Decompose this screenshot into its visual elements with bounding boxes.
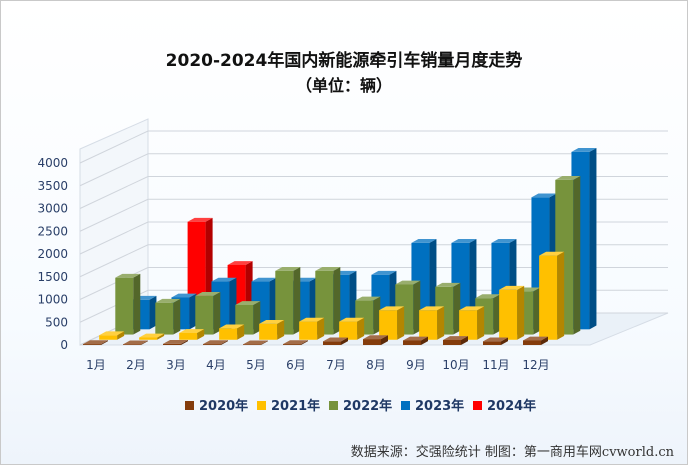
bar-2021年-4月 xyxy=(219,324,245,340)
gridline xyxy=(79,198,668,232)
legend: 2020年 2021年 2022年 2023年 2024年 xyxy=(185,398,536,414)
y-tick-label: 500 xyxy=(45,315,68,329)
gridline xyxy=(79,176,668,209)
bar-2021年-1月 xyxy=(99,331,125,340)
bar-2020年-2月 xyxy=(123,340,148,345)
bar-2020年-9月 xyxy=(403,336,428,345)
chart-title: 2020-2024年国内新能源牵引车销量月度走势 xyxy=(165,51,523,71)
bar-2022年-1月 xyxy=(115,273,141,335)
bar-2020年-11月 xyxy=(483,337,508,345)
bar-2020年-5月 xyxy=(243,340,268,345)
x-tick-label: 10月 xyxy=(442,358,469,372)
y-tick-label: 1000 xyxy=(37,293,68,307)
legend-label: 2022年 xyxy=(343,398,392,414)
y-tick-label: 3500 xyxy=(37,179,68,193)
legend-swatch xyxy=(401,401,410,410)
bar-2020年-1月 xyxy=(83,340,108,345)
bar-2022年-5月 xyxy=(275,267,301,335)
bar-2021年-2月 xyxy=(139,333,165,340)
legend-label: 2020年 xyxy=(199,398,248,414)
x-tick-label: 1月 xyxy=(86,358,106,372)
x-tick-label: 11月 xyxy=(482,358,509,372)
bar-2022年-2月 xyxy=(155,298,181,335)
bar-2022年-3月 xyxy=(195,292,221,335)
x-tick-label: 6月 xyxy=(286,358,306,372)
y-tick-label: 4000 xyxy=(37,156,68,170)
x-axis-ticks: 1月 2月 3月 4月 5月 6月 7月 8月 9月 10月 11月 12月 xyxy=(86,358,549,372)
x-tick-label: 5月 xyxy=(246,358,266,372)
x-tick-label: 7月 xyxy=(326,358,346,372)
chart-subtitle: （单位：辆） xyxy=(295,76,392,95)
x-tick-label: 3月 xyxy=(166,358,186,372)
y-axis-ticks: 0 500 1000 1500 2000 2500 3000 3500 4000 xyxy=(37,156,68,352)
bar-2020年-3月 xyxy=(163,340,188,345)
bar-2021年-9月 xyxy=(419,306,445,340)
legend-swatch xyxy=(329,401,338,410)
bar-2021年-5月 xyxy=(259,320,285,340)
bar-2020年-8月 xyxy=(363,335,388,345)
bar-2020年-10月 xyxy=(443,336,468,345)
y-tick-label: 0 xyxy=(60,338,68,352)
legend-swatch xyxy=(473,401,482,410)
bar-2021年-12月 xyxy=(539,251,565,340)
gridline xyxy=(79,221,668,255)
y-tick-label: 2000 xyxy=(37,247,68,261)
x-tick-label: 9月 xyxy=(406,358,426,372)
legend-label: 2023年 xyxy=(415,398,464,414)
y-tick-label: 1500 xyxy=(37,270,68,284)
x-tick-label: 4月 xyxy=(206,358,226,372)
bar-2020年-4月 xyxy=(203,340,228,345)
bar-2020年-7月 xyxy=(323,337,348,345)
bar-2021年-11月 xyxy=(499,285,525,340)
y-tick-label: 3000 xyxy=(37,202,68,216)
x-tick-label: 8月 xyxy=(366,358,386,372)
bar-2021年-8月 xyxy=(379,306,405,340)
bar-2021年-3月 xyxy=(179,329,205,340)
y-tick-label: 2500 xyxy=(37,224,68,238)
bar-2021年-10月 xyxy=(459,306,485,340)
bar-2020年-12月 xyxy=(523,336,548,345)
x-tick-label: 12月 xyxy=(522,358,549,372)
bar-2021年-6月 xyxy=(299,317,325,340)
legend-swatch xyxy=(185,401,194,410)
gridline xyxy=(79,153,668,187)
legend-label: 2024年 xyxy=(487,398,536,414)
x-tick-label: 2月 xyxy=(126,358,146,372)
bar-2020年-6月 xyxy=(283,340,308,345)
gridline xyxy=(79,130,668,164)
legend-label: 2021年 xyxy=(271,398,320,414)
bars xyxy=(83,148,597,345)
legend-swatch xyxy=(257,401,266,410)
source-note: 数据来源：交强险统计 制图：第一商用车网cvworld.cn xyxy=(350,445,674,460)
bar-2021年-7月 xyxy=(339,317,365,340)
